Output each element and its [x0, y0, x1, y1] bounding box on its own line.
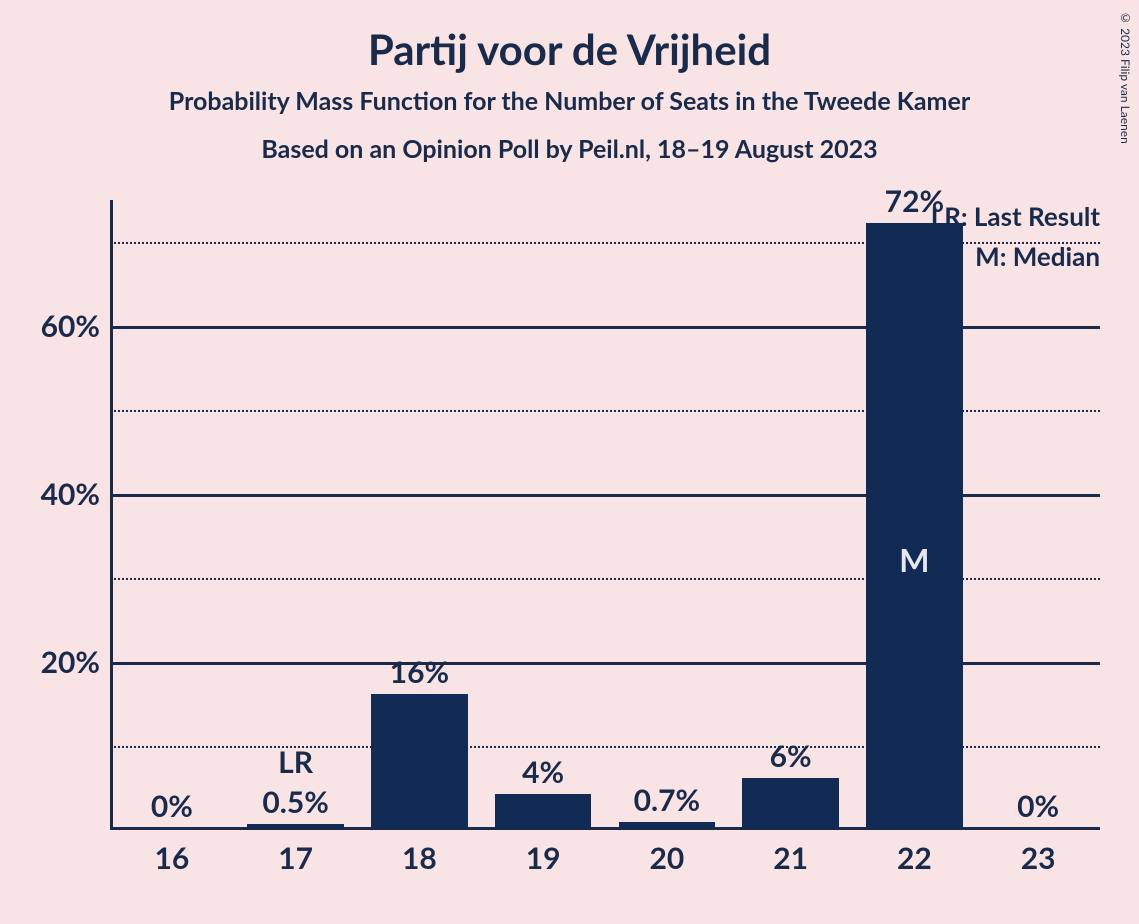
x-tick-label: 22 [854, 840, 974, 876]
chart-title: Partij voor de Vrijheid [0, 0, 1139, 74]
bar-value-label: 0% [102, 788, 242, 824]
y-axis [110, 200, 113, 830]
bar-value-label: 4% [473, 754, 613, 790]
bar-chart: LR: Last Result M: Median 20%40%60%160%1… [110, 200, 1100, 830]
x-tick-label: 21 [731, 840, 851, 876]
bar [371, 694, 468, 828]
bar-value-label: 6% [721, 738, 861, 774]
x-tick-label: 18 [359, 840, 479, 876]
bar-value-label: 72% [844, 183, 984, 219]
bar [866, 223, 963, 828]
bar [495, 794, 592, 828]
bar-value-label: 0.5% [226, 784, 366, 820]
bar-extra-label: LR [226, 744, 366, 780]
chart-subtitle-1: Probability Mass Function for the Number… [0, 74, 1139, 116]
bar-value-label: 0% [968, 788, 1108, 824]
bar [742, 778, 839, 828]
chart-subtitle-2: Based on an Opinion Poll by Peil.nl, 18–… [0, 116, 1139, 164]
bar [247, 824, 344, 828]
median-marker: M [884, 540, 944, 579]
copyright-text: © 2023 Filip van Laenen [1118, 10, 1133, 144]
bar-value-label: 0.7% [597, 782, 737, 818]
y-tick-label: 60% [10, 308, 100, 344]
y-tick-label: 20% [10, 644, 100, 680]
bar-value-label: 16% [349, 654, 489, 690]
x-tick-label: 19 [483, 840, 603, 876]
y-tick-label: 40% [10, 476, 100, 512]
x-tick-label: 20 [607, 840, 727, 876]
x-tick-label: 17 [236, 840, 356, 876]
x-tick-label: 16 [112, 840, 232, 876]
x-tick-label: 23 [978, 840, 1098, 876]
bar [619, 822, 716, 828]
